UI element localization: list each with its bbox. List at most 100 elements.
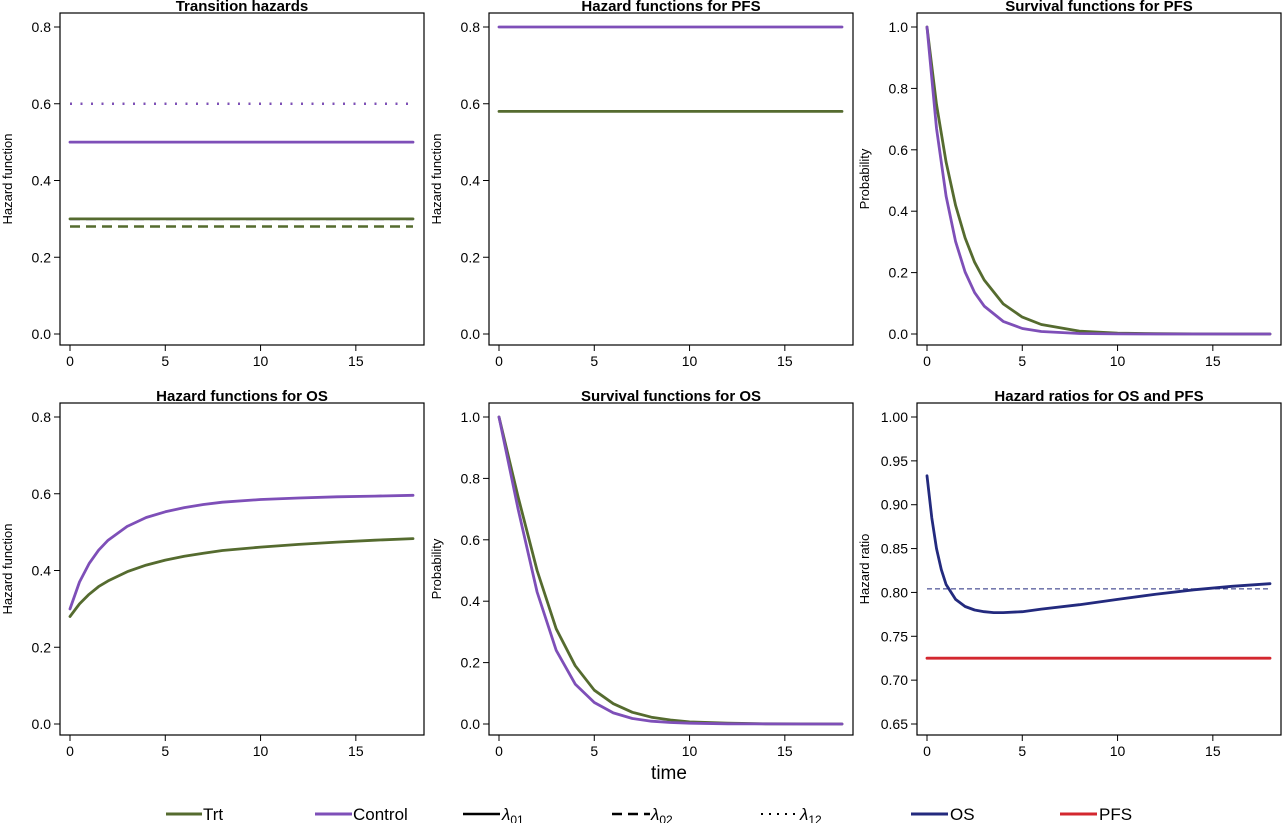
y-tick-label: 0.8 bbox=[32, 409, 52, 425]
y-axis-label: Hazard function bbox=[429, 133, 444, 224]
legend-lambda12-symbol: λ bbox=[799, 805, 808, 823]
legend-lambda02-symbol: λ bbox=[650, 805, 659, 823]
y-axis-label: Probability bbox=[857, 148, 872, 209]
plot-frame bbox=[916, 12, 1282, 346]
legend-os-label: OS bbox=[950, 805, 975, 823]
x-tick-label: 0 bbox=[66, 353, 74, 369]
y-tick-label: 0.8 bbox=[32, 19, 52, 35]
series-line-control-solid bbox=[68, 493, 415, 611]
x-tick-label: 10 bbox=[682, 743, 698, 759]
y-tick-label: 1.0 bbox=[461, 409, 481, 425]
y-tick-label: 0.4 bbox=[32, 563, 52, 579]
panel-title: Survival functions for OS bbox=[581, 388, 761, 405]
y-axis-label: Hazard function bbox=[0, 133, 15, 224]
y-tick-label: 1.0 bbox=[889, 19, 909, 35]
x-tick-label: 15 bbox=[777, 353, 793, 369]
x-tick-label: 5 bbox=[161, 743, 169, 759]
x-tick-label: 10 bbox=[682, 353, 698, 369]
legend-lambda01-subscript: 01 bbox=[510, 813, 524, 823]
y-tick-label: 0.4 bbox=[461, 593, 481, 609]
series-line-os-solid bbox=[925, 474, 1272, 614]
y-tick-label: 0.85 bbox=[881, 541, 908, 557]
legend-control-label: Control bbox=[353, 805, 408, 823]
x-tick-label: 15 bbox=[1205, 743, 1221, 759]
panel-title: Hazard functions for PFS bbox=[581, 0, 760, 15]
y-tick-label: 0.90 bbox=[881, 497, 908, 513]
y-tick-label: 1.00 bbox=[881, 409, 908, 425]
panel-1: Transition hazards Hazard function 0 5 10 15 0… bbox=[0, 0, 425, 369]
legend-lambda02-label: λ02 bbox=[650, 805, 673, 823]
y-tick-label: 0.80 bbox=[881, 584, 908, 600]
series-line-control-solid bbox=[925, 25, 1272, 336]
y-tick-label: 0.0 bbox=[461, 326, 481, 342]
y-tick-label: 0.70 bbox=[881, 672, 908, 688]
y-tick-label: 0.4 bbox=[889, 203, 909, 219]
x-tick-label: 10 bbox=[1110, 743, 1126, 759]
x-tick-label: 10 bbox=[1110, 353, 1126, 369]
y-tick-label: 0.2 bbox=[32, 249, 52, 265]
legend-lambda01-symbol: λ bbox=[501, 805, 510, 823]
x-tick-label: 0 bbox=[495, 743, 503, 759]
y-tick-label: 0.2 bbox=[461, 249, 481, 265]
y-tick-label: 0.2 bbox=[32, 639, 52, 655]
series-line-trt-solid bbox=[68, 537, 415, 618]
x-tick-label: 5 bbox=[161, 353, 169, 369]
y-tick-label: 0.8 bbox=[461, 470, 481, 486]
legend-trt-label: Trt bbox=[203, 805, 223, 823]
x-tick-label: 0 bbox=[66, 743, 74, 759]
y-axis-label: Probability bbox=[429, 538, 444, 599]
y-tick-label: 0.75 bbox=[881, 628, 908, 644]
y-tick-label: 0.6 bbox=[461, 532, 481, 548]
plot-frame bbox=[488, 12, 854, 346]
y-axis-label: Hazard ratio bbox=[857, 534, 872, 605]
x-tick-label: 10 bbox=[253, 743, 269, 759]
plot-frame bbox=[916, 402, 1282, 736]
panel-6: Hazard ratios for OS and PFS Hazard ratio… bbox=[857, 388, 1282, 759]
y-tick-label: 0.6 bbox=[32, 486, 52, 502]
legend: Trt Control λ01 λ02 λ12 OS PFS bbox=[166, 805, 1132, 823]
y-tick-label: 0.6 bbox=[32, 96, 52, 112]
x-tick-label: 5 bbox=[1018, 743, 1026, 759]
series-line-trt-solid bbox=[497, 415, 844, 726]
y-tick-label: 0.6 bbox=[889, 142, 909, 158]
x-tick-label: 15 bbox=[348, 353, 364, 369]
panel-title: Transition hazards bbox=[176, 0, 309, 15]
series-line-control-solid bbox=[497, 415, 844, 726]
y-axis-label: Hazard function bbox=[0, 523, 15, 614]
x-tick-label: 0 bbox=[923, 743, 931, 759]
plot-frame bbox=[59, 402, 425, 736]
x-tick-label: 15 bbox=[348, 743, 364, 759]
panel-5: Survival functions for OS Probability 0 5 10… bbox=[429, 388, 854, 759]
series-line-trt-solid bbox=[925, 25, 1272, 336]
x-tick-label: 15 bbox=[777, 743, 793, 759]
x-tick-label: 5 bbox=[590, 743, 598, 759]
y-tick-label: 0.4 bbox=[461, 173, 481, 189]
legend-pfs-label: PFS bbox=[1099, 805, 1132, 823]
y-tick-label: 0.65 bbox=[881, 716, 908, 732]
panel-4: Hazard functions for OS Hazard function 0 5… bbox=[0, 388, 425, 759]
y-tick-label: 0.0 bbox=[32, 716, 52, 732]
panel-title: Hazard ratios for OS and PFS bbox=[994, 388, 1203, 405]
y-tick-label: 0.4 bbox=[32, 173, 52, 189]
y-tick-label: 0.95 bbox=[881, 453, 908, 469]
panel-2: Hazard functions for PFS Hazard function 0… bbox=[429, 0, 854, 369]
y-tick-label: 0.8 bbox=[889, 80, 909, 96]
legend-lambda12-subscript: 12 bbox=[808, 813, 822, 823]
y-tick-label: 0.0 bbox=[32, 326, 52, 342]
plot-frame bbox=[59, 12, 425, 346]
legend-lambda01-label: λ01 bbox=[501, 805, 524, 823]
legend-lambda02-subscript: 02 bbox=[659, 813, 673, 823]
legend-lambda12-label: λ12 bbox=[799, 805, 822, 823]
panel-title: Hazard functions for OS bbox=[156, 388, 328, 405]
y-tick-label: 0.8 bbox=[461, 19, 481, 35]
x-axis-title: time bbox=[651, 763, 687, 784]
y-tick-label: 0.0 bbox=[461, 716, 481, 732]
y-tick-label: 0.6 bbox=[461, 96, 481, 112]
x-tick-label: 0 bbox=[495, 353, 503, 369]
y-tick-label: 0.2 bbox=[889, 265, 909, 281]
panel-3: Survival functions for PFS Probability 0 5 1… bbox=[857, 0, 1282, 369]
x-tick-label: 0 bbox=[923, 353, 931, 369]
x-tick-label: 10 bbox=[253, 353, 269, 369]
x-tick-label: 15 bbox=[1205, 353, 1221, 369]
